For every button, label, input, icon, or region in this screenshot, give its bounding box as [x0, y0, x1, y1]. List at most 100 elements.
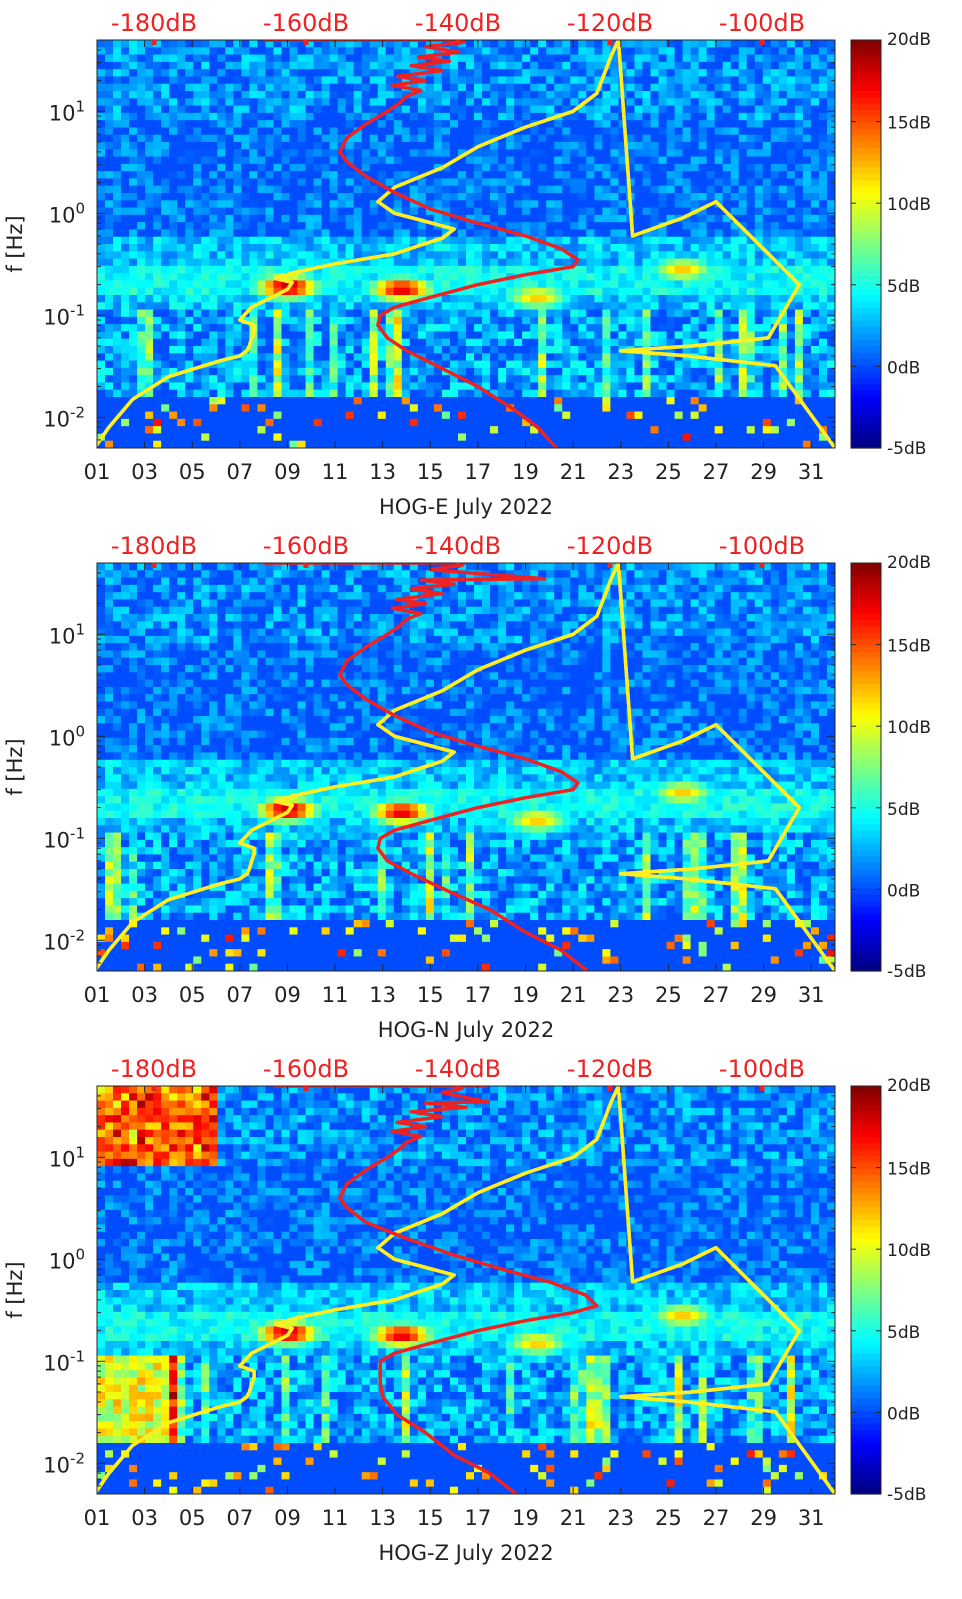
heatmap-cell: [289, 200, 299, 209]
heatmap-cell: [409, 375, 419, 384]
heatmap-cell: [642, 163, 652, 172]
heatmap-cell: [361, 411, 371, 420]
heatmap-cell: [642, 134, 652, 143]
heatmap-cell: [514, 105, 523, 114]
heatmap-cell: [506, 316, 515, 325]
heatmap-cell: [161, 200, 170, 209]
heatmap-cell: [265, 171, 275, 180]
heatmap-cell: [482, 316, 491, 325]
heatmap-cell: [449, 295, 459, 303]
heatmap-cell: [634, 353, 644, 362]
heatmap-cell: [361, 324, 371, 333]
heatmap-cell: [321, 440, 331, 448]
heatmap-cell: [690, 105, 700, 114]
heatmap-cell: [273, 142, 283, 150]
heatmap-cell: [409, 156, 419, 165]
heatmap-cell: [393, 411, 403, 420]
heatmap-cell: [746, 309, 756, 318]
heatmap-cell: [153, 178, 162, 187]
heatmap-cell: [193, 83, 202, 92]
heatmap-cell: [698, 61, 708, 70]
heatmap-cell: [145, 280, 154, 289]
heatmap-cell: [474, 258, 483, 267]
heatmap-cell: [297, 251, 307, 260]
heatmap-cell: [393, 273, 403, 282]
heatmap-cell: [722, 61, 732, 70]
heatmap-cell: [193, 69, 202, 78]
heatmap-cell: [682, 331, 692, 340]
heatmap-cell: [514, 375, 523, 384]
heatmap-cell: [786, 91, 796, 99]
heatmap-cell: [570, 76, 579, 85]
heatmap-cell: [289, 69, 299, 78]
heatmap-cell: [249, 91, 259, 99]
heatmap-cell: [650, 287, 660, 296]
heatmap-cell: [474, 76, 483, 85]
heatmap-cell: [281, 207, 291, 216]
heatmap-cell: [690, 273, 700, 282]
heatmap-cell: [201, 193, 210, 201]
heatmap-cell: [385, 222, 395, 231]
heatmap-cell: [121, 127, 130, 136]
heatmap-cell: [626, 244, 636, 252]
heatmap-cell: [281, 295, 291, 303]
heatmap-cell: [345, 222, 355, 231]
heatmap-cell: [225, 251, 234, 260]
heatmap-cell: [490, 244, 499, 252]
heatmap-cell: [538, 244, 547, 252]
heatmap-cell: [626, 265, 636, 274]
heatmap-cell: [137, 127, 146, 136]
heatmap-cell: [401, 69, 411, 78]
heatmap-cell: [738, 156, 748, 165]
heatmap-cell: [610, 397, 620, 405]
heatmap-cell: [658, 61, 668, 70]
heatmap-cell: [401, 353, 411, 362]
heatmap-cell: [578, 316, 587, 325]
heatmap-cell: [377, 273, 387, 282]
heatmap-cell: [161, 193, 170, 201]
heatmap-cell: [474, 171, 483, 180]
heatmap-cell: [209, 302, 218, 311]
heatmap-cell: [498, 120, 507, 129]
heatmap-cell: [602, 214, 611, 223]
heatmap-cell: [490, 251, 499, 260]
heatmap-cell: [161, 134, 170, 143]
heatmap-cell: [409, 353, 419, 362]
heatmap-cell: [618, 353, 628, 362]
heatmap-cell: [241, 127, 251, 136]
heatmap-cell: [594, 127, 603, 136]
heatmap-cell: [554, 433, 563, 442]
heatmap-cell: [185, 222, 194, 231]
heatmap-cell: [522, 236, 531, 245]
heatmap-cell: [257, 382, 267, 391]
heatmap-cell: [337, 171, 347, 180]
heatmap-cell: [265, 47, 275, 56]
heatmap-cell: [810, 47, 820, 56]
heatmap-cell: [321, 193, 331, 201]
heatmap-cell: [329, 127, 339, 136]
heatmap-cell: [369, 163, 379, 172]
heatmap-cell: [425, 251, 435, 260]
heatmap-cell: [297, 185, 307, 194]
heatmap-cell: [161, 69, 170, 78]
heatmap-cell: [313, 163, 323, 172]
heatmap-cell: [538, 98, 547, 107]
heatmap-cell: [257, 193, 267, 201]
heatmap-cell: [786, 214, 796, 223]
heatmap-cell: [161, 389, 170, 398]
heatmap-cell: [626, 76, 636, 85]
heatmap-cell: [393, 338, 403, 347]
heatmap-cell: [337, 91, 347, 99]
heatmap-cell: [714, 207, 724, 216]
heatmap-cell: [706, 295, 716, 303]
heatmap-cell: [241, 440, 251, 448]
heatmap-cell: [698, 346, 708, 354]
heatmap-cell: [233, 200, 242, 209]
heatmap-cell: [265, 61, 275, 70]
heatmap-cell: [113, 69, 122, 78]
heatmap-cell: [393, 229, 403, 238]
heatmap-cell: [393, 105, 403, 114]
heatmap-cell: [345, 360, 355, 369]
heatmap-cell: [506, 163, 515, 172]
heatmap-cell: [297, 98, 307, 107]
